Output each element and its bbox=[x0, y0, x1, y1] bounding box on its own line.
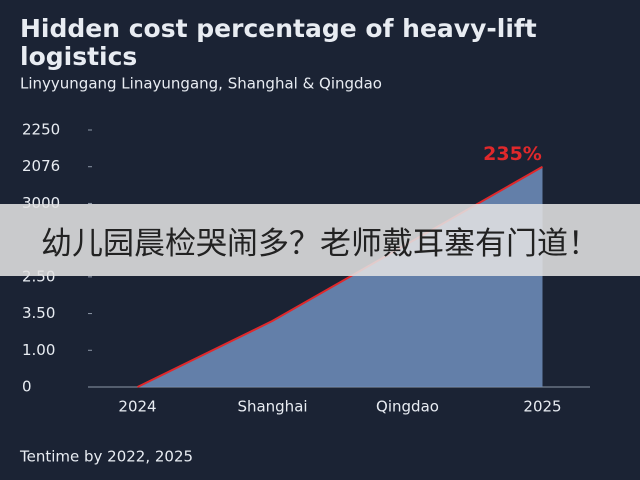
x-tick-label: 2025 bbox=[523, 398, 561, 416]
area bbox=[137, 166, 543, 387]
annotation: 235% bbox=[483, 143, 542, 165]
y-tick-label: 1.00 bbox=[22, 341, 55, 359]
chart-title: Hidden cost percentage of heavy-lift logi… bbox=[20, 14, 537, 71]
x-tick-label: Shanghai bbox=[237, 398, 307, 416]
title-line: logistics bbox=[20, 42, 137, 71]
x-tick-label: 2024 bbox=[118, 398, 156, 416]
y-tick-label: 2076 bbox=[22, 157, 60, 175]
x-tick-label: Qingdao bbox=[376, 398, 439, 416]
footer: Tentime by 2022, 2025 bbox=[19, 448, 193, 466]
y-tick-label: 3.50 bbox=[22, 304, 55, 322]
y-tick-label: 2250 bbox=[22, 121, 60, 139]
title-line: Hidden cost percentage of heavy-lift bbox=[20, 14, 537, 43]
y-tick-label: 0 bbox=[22, 378, 32, 396]
banner: 幼儿园晨检哭闹多？老师戴耳塞有门道！ bbox=[0, 204, 640, 276]
chart-subtitle: Linyyungang Linayungang, Shanghal & Qing… bbox=[20, 75, 382, 93]
